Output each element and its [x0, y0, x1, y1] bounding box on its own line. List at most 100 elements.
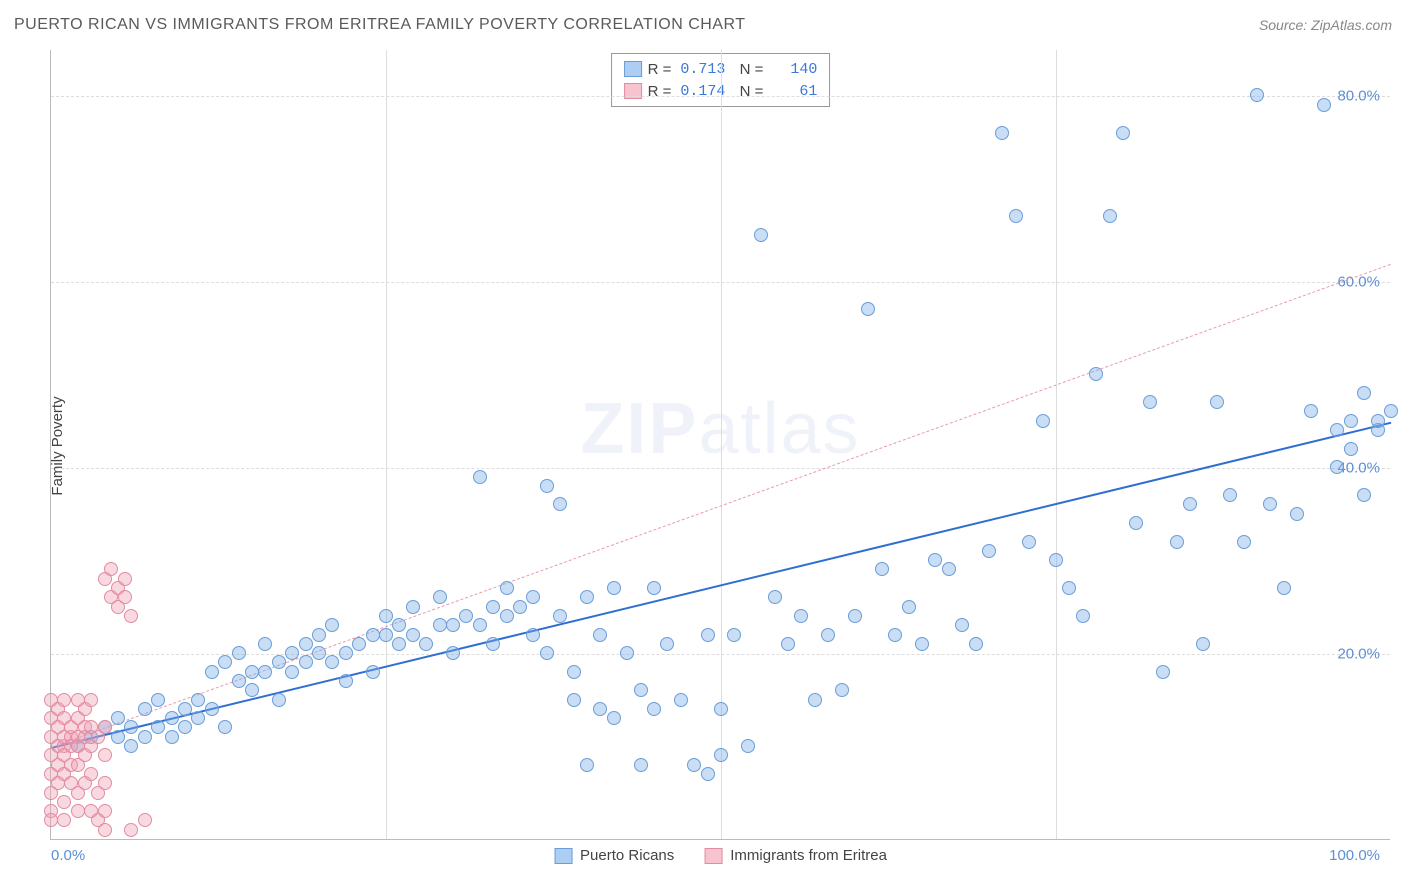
data-point-puerto-ricans — [580, 758, 594, 772]
data-point-puerto-ricans — [245, 665, 259, 679]
data-point-puerto-ricans — [138, 702, 152, 716]
stats-swatch — [624, 61, 642, 77]
data-point-puerto-ricans — [1103, 209, 1117, 223]
data-point-puerto-ricans — [794, 609, 808, 623]
gridline-v — [1056, 50, 1057, 839]
data-point-puerto-ricans — [1263, 497, 1277, 511]
data-point-puerto-ricans — [379, 609, 393, 623]
data-point-puerto-ricans — [366, 665, 380, 679]
data-point-puerto-ricans — [821, 628, 835, 642]
data-point-puerto-ricans — [1304, 404, 1318, 418]
data-point-puerto-ricans — [741, 739, 755, 753]
data-point-puerto-ricans — [486, 600, 500, 614]
data-point-puerto-ricans — [205, 665, 219, 679]
chart-plot-area: ZIPatlas R =0.713 N =140R =0.174 N =61 P… — [50, 50, 1390, 840]
data-point-puerto-ricans — [111, 730, 125, 744]
data-point-puerto-ricans — [714, 702, 728, 716]
data-point-puerto-ricans — [768, 590, 782, 604]
data-point-puerto-ricans — [861, 302, 875, 316]
data-point-puerto-ricans — [1330, 460, 1344, 474]
gridline-v — [386, 50, 387, 839]
stat-r-label: R = — [648, 61, 672, 78]
stat-n-label: N = — [731, 61, 763, 78]
chart-title: PUERTO RICAN VS IMMIGRANTS FROM ERITREA … — [14, 16, 746, 34]
data-point-puerto-ricans — [553, 609, 567, 623]
data-point-puerto-ricans — [553, 497, 567, 511]
data-point-puerto-ricans — [312, 646, 326, 660]
data-point-puerto-ricans — [218, 720, 232, 734]
data-point-immigrants-eritrea — [118, 572, 132, 586]
data-point-puerto-ricans — [1170, 535, 1184, 549]
data-point-puerto-ricans — [955, 618, 969, 632]
data-point-puerto-ricans — [299, 637, 313, 651]
data-point-puerto-ricans — [1156, 665, 1170, 679]
data-point-puerto-ricans — [1036, 414, 1050, 428]
data-point-puerto-ricans — [969, 637, 983, 651]
data-point-immigrants-eritrea — [71, 804, 85, 818]
source-attribution: Source: ZipAtlas.com — [1259, 17, 1392, 33]
data-point-puerto-ricans — [1009, 209, 1023, 223]
data-point-puerto-ricans — [835, 683, 849, 697]
data-point-puerto-ricans — [513, 600, 527, 614]
data-point-puerto-ricans — [178, 720, 192, 734]
data-point-puerto-ricans — [500, 609, 514, 623]
data-point-puerto-ricans — [258, 637, 272, 651]
data-point-immigrants-eritrea — [98, 804, 112, 818]
data-point-immigrants-eritrea — [124, 823, 138, 837]
xtick-label: 0.0% — [51, 847, 85, 864]
data-point-puerto-ricans — [567, 665, 581, 679]
legend-label: Puerto Ricans — [580, 847, 674, 864]
data-point-puerto-ricans — [1210, 395, 1224, 409]
stat-n-value: 140 — [769, 61, 817, 78]
data-point-puerto-ricans — [1317, 98, 1331, 112]
data-point-puerto-ricans — [634, 683, 648, 697]
data-point-puerto-ricans — [902, 600, 916, 614]
data-point-immigrants-eritrea — [98, 748, 112, 762]
data-point-immigrants-eritrea — [57, 693, 71, 707]
ytick-label: 60.0% — [1337, 274, 1380, 291]
data-point-puerto-ricans — [285, 665, 299, 679]
data-point-puerto-ricans — [701, 767, 715, 781]
data-point-puerto-ricans — [218, 655, 232, 669]
data-point-puerto-ricans — [647, 581, 661, 595]
data-point-puerto-ricans — [299, 655, 313, 669]
data-point-puerto-ricans — [1290, 507, 1304, 521]
data-point-puerto-ricans — [567, 693, 581, 707]
data-point-puerto-ricans — [580, 590, 594, 604]
data-point-puerto-ricans — [607, 581, 621, 595]
legend-swatch — [554, 848, 572, 864]
data-point-puerto-ricans — [419, 637, 433, 651]
data-point-puerto-ricans — [660, 637, 674, 651]
data-point-puerto-ricans — [312, 628, 326, 642]
data-point-puerto-ricans — [714, 748, 728, 762]
data-point-puerto-ricans — [1022, 535, 1036, 549]
data-point-puerto-ricans — [982, 544, 996, 558]
data-point-puerto-ricans — [366, 628, 380, 642]
data-point-puerto-ricans — [620, 646, 634, 660]
data-point-puerto-ricans — [258, 665, 272, 679]
data-point-puerto-ricans — [848, 609, 862, 623]
data-point-puerto-ricans — [674, 693, 688, 707]
data-point-puerto-ricans — [178, 702, 192, 716]
data-point-puerto-ricans — [1049, 553, 1063, 567]
data-point-puerto-ricans — [339, 646, 353, 660]
ytick-label: 80.0% — [1337, 88, 1380, 105]
data-point-puerto-ricans — [1344, 414, 1358, 428]
data-point-puerto-ricans — [1062, 581, 1076, 595]
data-point-puerto-ricans — [459, 609, 473, 623]
data-point-puerto-ricans — [1357, 386, 1371, 400]
legend-item: Immigrants from Eritrea — [704, 847, 887, 864]
data-point-puerto-ricans — [888, 628, 902, 642]
data-point-puerto-ricans — [995, 126, 1009, 140]
data-point-puerto-ricans — [325, 618, 339, 632]
data-point-puerto-ricans — [339, 674, 353, 688]
data-point-puerto-ricans — [232, 674, 246, 688]
data-point-puerto-ricans — [540, 646, 554, 660]
data-point-puerto-ricans — [1357, 488, 1371, 502]
data-point-puerto-ricans — [634, 758, 648, 772]
xtick-label: 100.0% — [1329, 847, 1380, 864]
legend-item: Puerto Ricans — [554, 847, 674, 864]
data-point-puerto-ricans — [875, 562, 889, 576]
data-point-immigrants-eritrea — [44, 813, 58, 827]
data-point-puerto-ricans — [1223, 488, 1237, 502]
